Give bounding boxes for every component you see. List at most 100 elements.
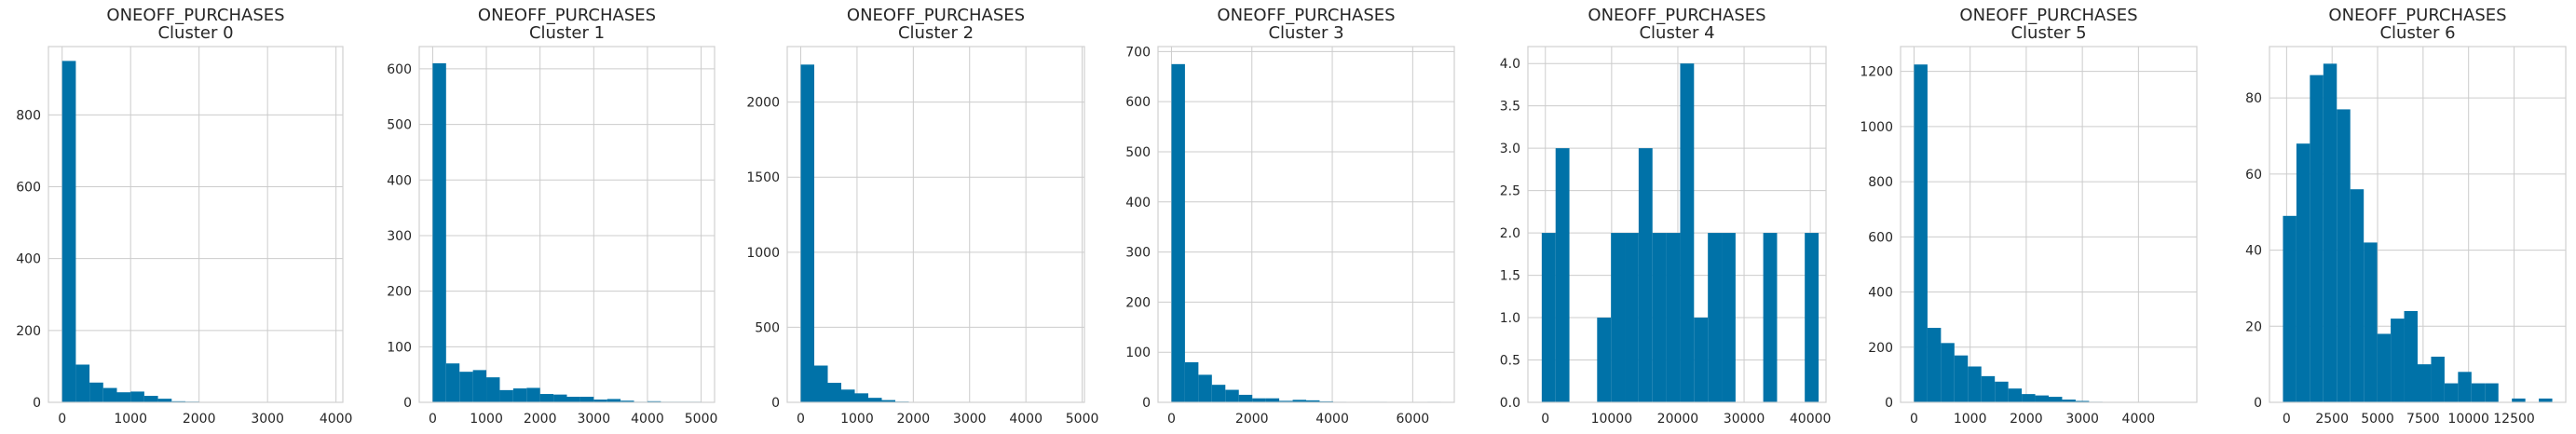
histogram-bar — [2512, 398, 2526, 402]
x-tick-label: 0 — [58, 412, 66, 427]
histogram-bar — [881, 400, 895, 402]
y-tick-label: 2.0 — [1500, 226, 1520, 241]
y-tick-label: 200 — [387, 285, 412, 300]
chart-subtitle: Cluster 2 — [898, 23, 974, 43]
histogram-bar — [61, 61, 76, 403]
histogram-bar — [1265, 398, 1280, 402]
histogram-panel-cluster-0: 0 1000 2000 3000 4000 0 200 400 600 800 ONEOFF_PUR… — [16, 6, 352, 427]
x-tick-label: 2000 — [183, 412, 216, 427]
histogram-bar — [143, 396, 158, 402]
histogram-bar — [553, 394, 567, 402]
histogram-bar — [607, 399, 621, 402]
histogram-bar — [1694, 318, 1709, 402]
y-tick-label: 1.0 — [1500, 311, 1520, 326]
chart-title: ONEOFF_PURCHASES — [1959, 6, 2137, 25]
histogram-bar — [827, 383, 841, 402]
histogram-bar — [1652, 233, 1667, 402]
histogram-bar — [2296, 143, 2310, 402]
x-tick-label: 5000 — [1066, 412, 1099, 427]
histogram-bar — [2377, 333, 2392, 402]
histogram-bar — [1995, 381, 2009, 402]
histogram-bar — [800, 64, 814, 403]
chart-subtitle: Cluster 1 — [529, 23, 605, 43]
histogram-bar — [459, 372, 473, 402]
x-tick-label: 5000 — [2361, 412, 2394, 427]
y-tick-label: 200 — [1125, 295, 1151, 310]
histogram-bar — [2022, 394, 2036, 402]
x-tick-label: 1000 — [1954, 412, 1987, 427]
histogram-bar — [1941, 343, 1955, 402]
y-tick-label: 1000 — [1860, 120, 1893, 135]
chart-title: ONEOFF_PURCHASES — [847, 6, 1025, 25]
histogram-bar — [2404, 310, 2418, 402]
y-tick-label: 20 — [2245, 319, 2262, 334]
histogram-bar — [2350, 189, 2365, 402]
y-tick-label: 100 — [387, 340, 412, 355]
histogram-bar — [2283, 215, 2297, 402]
histogram-bar — [1954, 355, 1969, 402]
histogram-bar — [1680, 63, 1695, 402]
y-tick-label: 500 — [387, 118, 412, 133]
chart-title: ONEOFF_PURCHASES — [478, 6, 656, 25]
y-tick-label: 1200 — [1860, 65, 1893, 80]
y-tick-label: 800 — [16, 108, 41, 123]
y-tick-label: 600 — [1125, 95, 1151, 110]
chart-subtitle: Cluster 4 — [1639, 23, 1714, 43]
histogram-bar — [2008, 388, 2023, 402]
y-tick-label: 400 — [387, 173, 412, 188]
y-tick-label: 400 — [1125, 196, 1151, 210]
chart-subtitle: Cluster 0 — [157, 23, 233, 43]
y-tick-label: 0 — [771, 396, 780, 411]
y-tick-label: 1500 — [746, 170, 780, 185]
y-tick-label: 0 — [2254, 396, 2262, 411]
histogram-bar — [1722, 233, 1736, 402]
histogram-bar — [539, 394, 554, 402]
y-tick-label: 400 — [16, 252, 41, 267]
x-tick-label: 3000 — [2065, 412, 2099, 427]
x-tick-label: 4000 — [1315, 412, 1349, 427]
histogram-bar — [1292, 400, 1306, 402]
y-tick-label: 800 — [1868, 175, 1893, 190]
histogram-bar — [2458, 372, 2472, 402]
x-tick-label: 3000 — [577, 412, 610, 427]
histogram-bar — [432, 62, 446, 402]
y-tick-label: 600 — [387, 62, 412, 77]
histogram-bar — [89, 382, 103, 402]
histogram-bar — [1171, 63, 1185, 402]
y-tick-label: 4.0 — [1500, 57, 1520, 72]
x-tick-label: 0 — [797, 412, 805, 427]
histogram-bar — [1805, 233, 1820, 402]
x-tick-label: 1000 — [114, 412, 147, 427]
histogram-bar — [116, 392, 131, 402]
histogram-bar — [1914, 64, 1928, 403]
histogram-bar — [1211, 385, 1226, 402]
histogram-panel-cluster-6: 0 2500 5000 7500 10000 12500 0 20 40 60 80 ONEOFF_P… — [2245, 6, 2567, 427]
x-tick-label: 40000 — [1790, 412, 1832, 427]
histogram-bar — [2035, 395, 2049, 402]
histogram-bar — [130, 391, 144, 402]
histogram-bar — [1541, 233, 1556, 402]
axes-frame — [48, 46, 344, 403]
x-tick-label: 10000 — [1591, 412, 1633, 427]
histogram-bar — [2431, 356, 2445, 402]
histogram-bar — [499, 389, 513, 402]
histogram-bar — [1981, 375, 1996, 402]
x-tick-label: 30000 — [1724, 412, 1765, 427]
histogram-bar — [2418, 364, 2432, 402]
histogram-bar — [2391, 319, 2405, 402]
y-tick-label: 200 — [16, 324, 41, 339]
histogram-bar — [102, 387, 117, 402]
histogram-bar — [1555, 148, 1570, 402]
chart-subtitle: Cluster 3 — [1268, 23, 1343, 43]
histogram-bar — [1252, 398, 1266, 402]
y-tick-label: 600 — [16, 180, 41, 195]
axes-frame — [786, 46, 1085, 403]
histogram-bar — [814, 365, 828, 402]
y-tick-label: 0 — [403, 396, 412, 411]
axes-frame — [1157, 46, 1455, 403]
y-tick-label: 1000 — [746, 246, 780, 261]
x-tick-label: 2000 — [524, 412, 557, 427]
histogram-bar — [445, 363, 460, 402]
x-tick-label: 20000 — [1657, 412, 1699, 427]
